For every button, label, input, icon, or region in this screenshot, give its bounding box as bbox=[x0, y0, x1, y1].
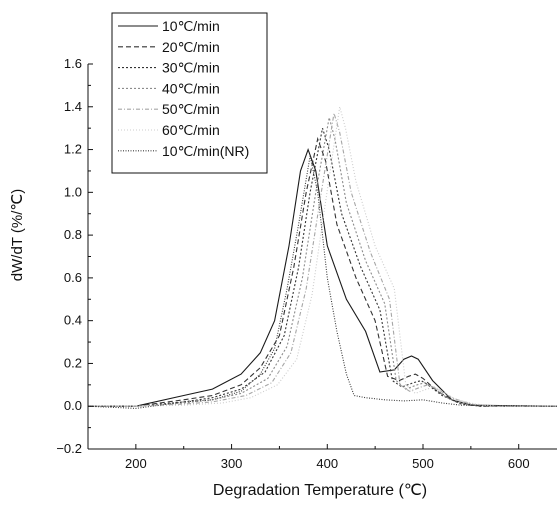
legend-label-1: 10℃/min bbox=[162, 18, 220, 34]
y-tick-label: 1.0 bbox=[64, 184, 82, 199]
legend-label-5: 50℃/min bbox=[162, 101, 220, 117]
x-tick-label: 600 bbox=[508, 456, 530, 471]
legend-label-6: 60℃/min bbox=[162, 122, 220, 138]
series-line-4 bbox=[88, 117, 557, 407]
y-tick-label: 0.2 bbox=[64, 355, 82, 370]
legend-label-2: 20℃/min bbox=[162, 39, 220, 55]
y-tick-label: 0.6 bbox=[64, 270, 82, 285]
plot-area bbox=[87, 106, 558, 409]
series-line-6 bbox=[88, 106, 557, 407]
legend-box bbox=[111, 12, 268, 174]
x-tick-label: 400 bbox=[316, 456, 338, 471]
series-line-1 bbox=[88, 147, 558, 407]
x-tick-label: 200 bbox=[125, 456, 147, 471]
legend: 10℃/min 20℃/min 30℃/min 40℃/min 50℃/min 60℃/m… bbox=[111, 12, 268, 174]
y-tick-label: −0.2 bbox=[56, 441, 82, 456]
legend-label-4: 40℃/min bbox=[162, 80, 220, 96]
y-tick-label: 0.4 bbox=[64, 313, 82, 328]
legend-label-3: 30℃/min bbox=[162, 60, 220, 76]
series-line-2 bbox=[88, 136, 557, 407]
y-tick-label: 0.8 bbox=[64, 227, 82, 242]
x-axis-label: Degradation Temperature (℃) bbox=[213, 482, 427, 499]
y-axis-label: dW/dT (%/℃) bbox=[9, 189, 26, 281]
legend-label-7: 10℃/min(NR) bbox=[162, 143, 249, 159]
x-tick-label: 300 bbox=[221, 456, 243, 471]
y-tick-label: 1.4 bbox=[64, 99, 82, 114]
series-line-3 bbox=[88, 128, 557, 407]
series-line-7 bbox=[87, 155, 558, 409]
y-tick-label: 0.0 bbox=[64, 398, 82, 413]
axes: −0.2 0.0 0.2 0.4 0.6 0.8 1.0 1.2 1.4 1.6 200 300 400… bbox=[56, 56, 557, 471]
y-tick-label: 1.2 bbox=[64, 142, 82, 157]
x-tick-label: 500 bbox=[412, 456, 434, 471]
y-tick-label: 1.6 bbox=[64, 56, 82, 71]
